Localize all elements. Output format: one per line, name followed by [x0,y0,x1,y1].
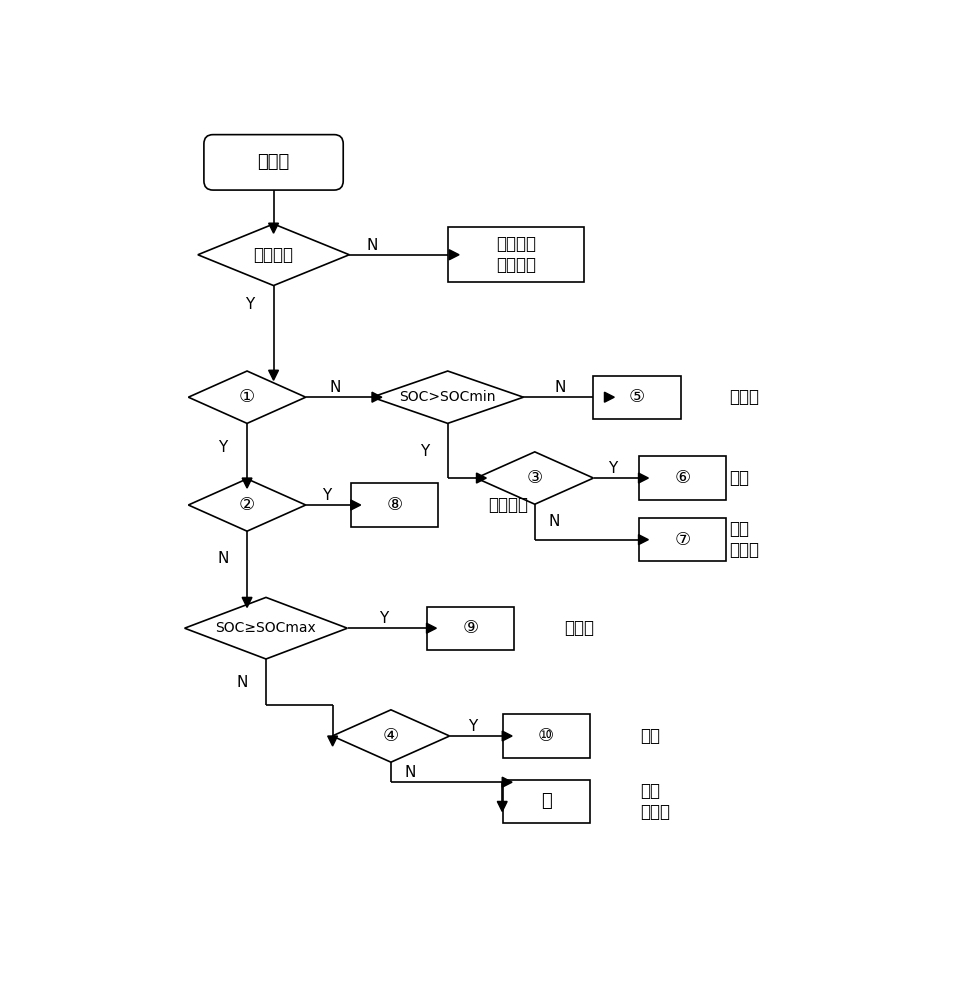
Text: 充电: 充电 [640,727,660,745]
Polygon shape [327,736,337,746]
Text: ①: ① [239,388,255,406]
Text: Y: Y [608,461,617,476]
Text: SOC≥SOCmax: SOC≥SOCmax [216,621,317,635]
Text: N: N [217,551,229,566]
Polygon shape [372,392,382,402]
Bar [593,376,681,419]
Bar [502,780,590,823]
Text: Y: Y [322,488,331,503]
Text: 初始化: 初始化 [257,153,290,171]
Text: Y: Y [379,611,388,626]
Text: N: N [330,380,341,395]
Text: ⑧: ⑧ [387,496,403,514]
Polygon shape [476,452,593,504]
Polygon shape [269,223,278,233]
Text: 放电
切负荷: 放电 切负荷 [730,520,759,559]
Polygon shape [427,623,437,633]
Polygon shape [605,392,615,402]
Polygon shape [242,597,252,607]
Text: 微网并网
运行策略: 微网并网 运行策略 [496,235,535,274]
Bar [502,714,590,758]
Text: ⑪: ⑪ [540,792,552,810]
Polygon shape [351,500,361,510]
Polygon shape [449,250,459,260]
Text: ④: ④ [383,727,399,745]
Polygon shape [502,731,512,741]
Polygon shape [269,370,278,380]
Text: N: N [236,675,247,690]
Polygon shape [477,473,487,483]
Text: Y: Y [244,297,254,312]
Text: 微网孤网: 微网孤网 [254,246,293,264]
Bar [639,518,726,561]
Bar [639,456,726,500]
Bar [427,607,514,650]
Polygon shape [185,597,348,659]
Polygon shape [189,371,306,423]
Text: 不充不放: 不充不放 [488,496,529,514]
Polygon shape [497,801,507,811]
Text: N: N [554,380,566,395]
Polygon shape [639,535,649,545]
Polygon shape [189,479,306,531]
Text: ②: ② [239,496,255,514]
Polygon shape [372,371,524,423]
Polygon shape [332,710,449,762]
Text: 切负荷: 切负荷 [730,388,759,406]
Bar [447,227,584,282]
Polygon shape [639,473,649,483]
Text: ⑨: ⑨ [462,619,479,637]
Text: Y: Y [468,719,478,734]
Text: ⑩: ⑩ [538,727,554,745]
Text: ③: ③ [527,469,543,487]
Bar [351,483,439,527]
Text: 充电
切电源: 充电 切电源 [640,782,670,821]
Polygon shape [242,478,252,488]
Text: ⑥: ⑥ [674,469,691,487]
Text: Y: Y [420,444,430,459]
Polygon shape [198,224,350,286]
Text: N: N [548,514,560,529]
Text: 切电源: 切电源 [565,619,594,637]
Polygon shape [502,777,512,787]
Text: N: N [404,765,415,780]
Text: SOC>SOCmin: SOC>SOCmin [400,390,496,404]
Text: ⑦: ⑦ [674,531,691,549]
FancyBboxPatch shape [204,135,343,190]
Text: ⑤: ⑤ [629,388,645,406]
Text: Y: Y [218,440,228,455]
Text: 放电: 放电 [730,469,749,487]
Text: N: N [366,238,378,253]
